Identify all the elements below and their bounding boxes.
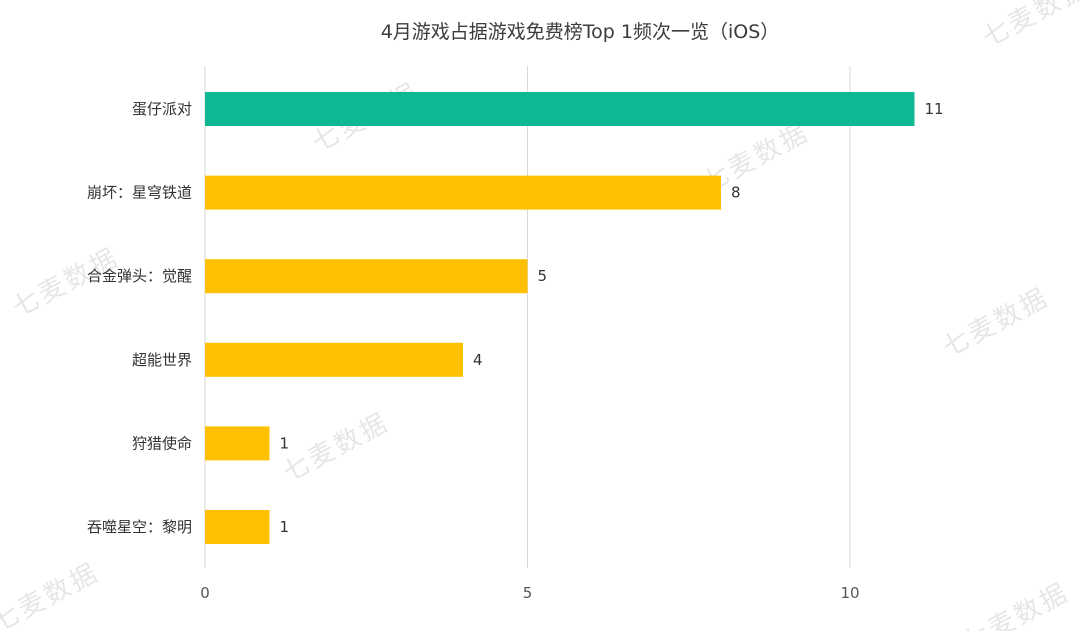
data-label: 1: [280, 434, 290, 452]
bar: [205, 426, 270, 461]
chart-title: 4月游戏占据游戏免费榜Top 1频次一览（iOS）: [381, 21, 780, 43]
bar: [205, 342, 463, 377]
watermark-text: 七麦数据: [278, 407, 395, 488]
data-label: 4: [473, 351, 483, 369]
x-tick-label: 0: [200, 584, 210, 602]
x-tick-label: 5: [523, 584, 533, 602]
watermark-text: 七麦数据: [958, 577, 1075, 631]
bar: [205, 510, 270, 544]
category-label: 崩坏：星穹铁道: [87, 184, 192, 202]
category-label: 狩猎使命: [132, 434, 192, 452]
data-label: 5: [538, 267, 548, 285]
watermark-text: 七麦数据: [978, 0, 1080, 53]
x-tick-label: 10: [840, 584, 859, 602]
bar: [205, 175, 721, 210]
data-label: 8: [731, 184, 741, 202]
watermark-text: 七麦数据: [938, 282, 1055, 363]
bar: [205, 92, 915, 126]
watermark-text: 七麦数据: [0, 557, 105, 631]
category-label: 超能世界: [132, 351, 192, 369]
data-label: 11: [925, 100, 944, 118]
x-axis-ticks: 0 5 10: [200, 584, 859, 602]
category-label: 合金弹头：觉醒: [87, 267, 192, 285]
bar: [205, 259, 528, 294]
data-label: 1: [280, 518, 290, 536]
category-label: 蛋仔派对: [132, 100, 192, 118]
category-label: 吞噬星空：黎明: [87, 518, 192, 536]
gridlines: [204, 66, 851, 568]
